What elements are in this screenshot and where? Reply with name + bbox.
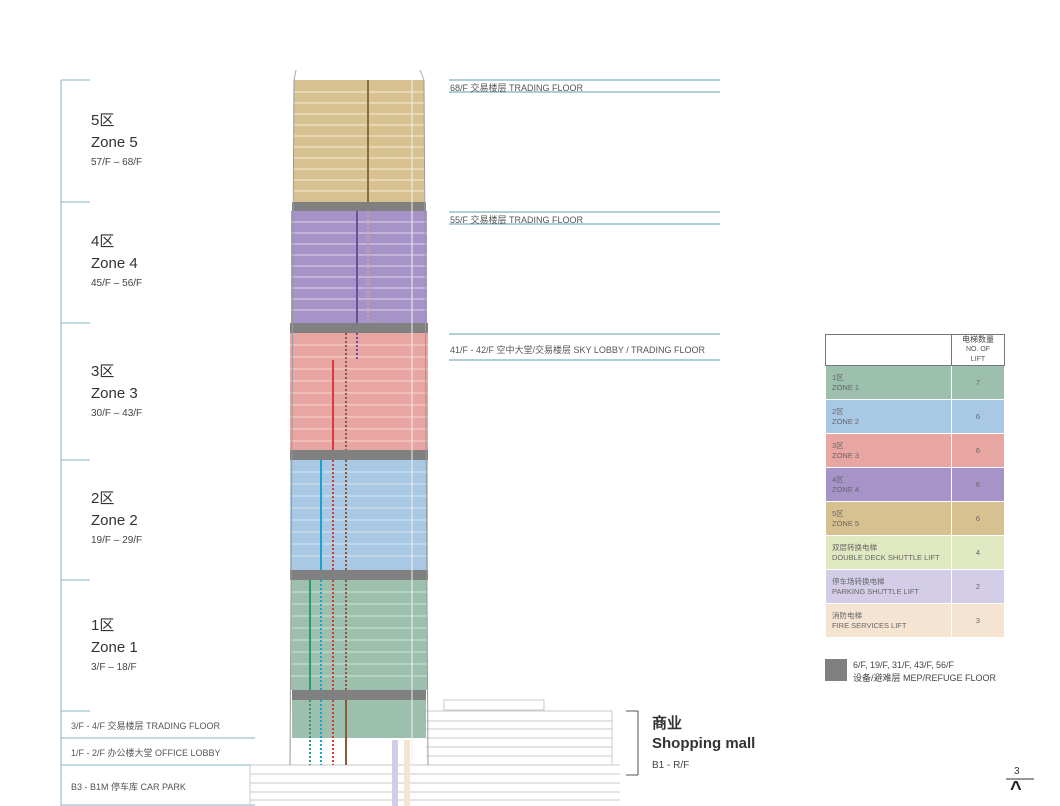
legend-row-en: PARKING SHUTTLE LIFT: [832, 586, 919, 596]
legend-row: 2区 ZONE 2 6: [825, 399, 1005, 434]
carpark-label: B3 - B1M 停车库 CAR PARK: [71, 782, 186, 792]
callout-41f: 41/F - 42/F 空中大堂/交易楼层 SKY LOBBY / TRADIN…: [450, 345, 706, 355]
zone-2-block: [290, 460, 428, 570]
refuge-floor-43: [290, 323, 428, 333]
legend-row-count: 6: [951, 501, 1005, 536]
zone-en: Zone 5: [91, 134, 138, 151]
podium-lobby-label: 1/F - 2/F 办公楼大堂 OFFICE LOBBY: [71, 748, 221, 758]
legend-header-cn: 电梯数量: [962, 335, 994, 344]
zone-brackets: [60, 79, 255, 806]
legend-row: 5区 ZONE 5 6: [825, 501, 1005, 536]
legend-row: 1区 ZONE 1 7: [825, 365, 1005, 400]
lift-legend-table: 电梯数量 NO. OF LIFT 1区 ZONE 1 7 2区 ZONE 2 6…: [825, 334, 1005, 638]
refuge-floors: 6/F, 19/F, 31/F, 43/F, 56/F: [853, 660, 955, 670]
shopping-mall-block: [249, 699, 620, 806]
back-to-top-icon[interactable]: ^: [1010, 778, 1022, 800]
zone-en: Zone 3: [91, 385, 138, 402]
mall-en: Shopping mall: [652, 735, 756, 752]
mall-floors: B1 - R/F: [652, 760, 690, 771]
zone-cn: 3区: [91, 363, 115, 380]
legend-row-en: ZONE 5: [832, 518, 860, 528]
legend-row-en: ZONE 2: [832, 416, 860, 426]
zone-en: Zone 1: [91, 639, 138, 656]
callout-55f: 55/F 交易楼层 TRADING FLOOR: [450, 215, 584, 225]
zone-floors: 19/F – 29/F: [91, 535, 143, 546]
legend-row-count: 7: [951, 365, 1005, 400]
zone-4-block: [291, 211, 427, 323]
lobby-lift-lines: [309, 700, 410, 806]
refuge-floor-31: [290, 450, 428, 460]
legend-row-cn: 3区: [832, 440, 844, 450]
legend-row: 双层转换电梯 DOUBLE DECK SHUTTLE LIFT 4: [825, 535, 1005, 570]
zone-1-label: 1区 Zone 1 3/F – 18/F: [91, 615, 138, 677]
legend-row: 3区 ZONE 3 6: [825, 433, 1005, 468]
legend-row-cn: 5区: [832, 508, 844, 518]
refuge-label: 设备/避难层 MEP/REFUGE FLOOR: [853, 673, 997, 683]
legend-row-count: 4: [951, 535, 1005, 570]
zone-5-label: 5区 Zone 5 57/F – 68/F: [91, 110, 142, 172]
zone-4-label: 4区 Zone 4 45/F – 56/F: [91, 231, 142, 293]
tower-outline: [289, 79, 429, 766]
zone-cn: 2区: [91, 490, 115, 507]
callout-lines: [449, 79, 720, 361]
mall-cn: 商业: [652, 715, 683, 732]
zone-3-label: 3区 Zone 3 30/F – 43/F: [91, 361, 142, 423]
legend-row-count: 6: [951, 433, 1005, 468]
legend-header-en: NO. OF LIFT: [965, 346, 991, 363]
legend-row-count: 6: [951, 399, 1005, 434]
zone-cn: 1区: [91, 617, 115, 634]
legend-row-count: 6: [951, 467, 1005, 502]
legend-row-en: ZONE 4: [832, 484, 860, 494]
mall-bracket: [626, 710, 639, 776]
refuge-floor-19: [290, 570, 428, 580]
legend-row-count: 2: [951, 569, 1005, 604]
zone-en: Zone 4: [91, 255, 138, 272]
legend-row-cn: 双层转换电梯: [832, 542, 877, 552]
legend-row: 停车场转换电梯 PARKING SHUTTLE LIFT 2: [825, 569, 1005, 604]
zone-5-block: [293, 69, 425, 202]
zone-1-block: [291, 580, 427, 690]
legend-row: 4区 ZONE 4 6: [825, 467, 1005, 502]
legend-row: 消防电梯 FIRE SERVICES LIFT 3: [825, 603, 1005, 638]
zone-floors: 30/F – 43/F: [91, 408, 143, 419]
zone-cn: 5区: [91, 112, 115, 129]
legend-row-cn: 2区: [832, 406, 844, 416]
zone-floors: 3/F – 18/F: [91, 662, 137, 673]
zone-2-label: 2区 Zone 2 19/F – 29/F: [91, 488, 142, 550]
legend-row-cn: 停车场转换电梯: [832, 576, 885, 586]
legend-row-cn: 1区: [832, 372, 844, 382]
legend-row-en: FIRE SERVICES LIFT: [832, 620, 907, 630]
legend-row-en: ZONE 1: [832, 382, 860, 392]
legend-row-count: 3: [951, 603, 1005, 638]
legend-row-en: DOUBLE DECK SHUTTLE LIFT: [832, 552, 940, 562]
page-number: 3: [1014, 766, 1020, 777]
legend-row-en: ZONE 3: [832, 450, 860, 460]
refuge-floor-56: [292, 202, 426, 211]
legend-row-cn: 4区: [832, 474, 844, 484]
zone-en: Zone 2: [91, 512, 138, 529]
refuge-swatch: [825, 659, 847, 681]
zone-floors: 45/F – 56/F: [91, 278, 143, 289]
legend-row-cn: 消防电梯: [832, 610, 862, 620]
refuge-floor-6: [292, 690, 426, 700]
zone-3-block: [290, 333, 428, 450]
zone-cn: 4区: [91, 233, 115, 250]
zone-floors: 57/F – 68/F: [91, 157, 143, 168]
podium-trading-floor: [292, 700, 426, 738]
podium-trading-label: 3/F - 4/F 交易楼层 TRADING FLOOR: [71, 721, 221, 731]
callout-68f: 68/F 交易楼层 TRADING FLOOR: [450, 83, 584, 93]
